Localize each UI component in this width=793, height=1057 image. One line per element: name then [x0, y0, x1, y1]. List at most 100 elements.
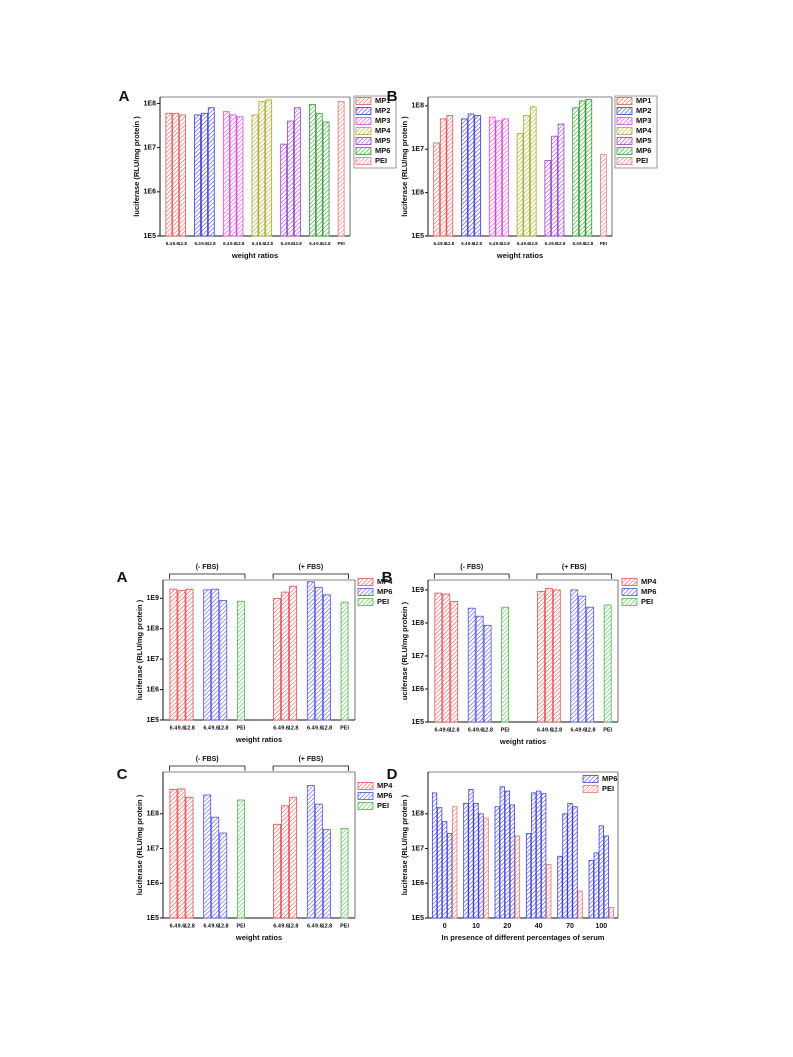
bar — [439, 118, 447, 237]
x-tick-label: 9.6 — [442, 727, 450, 733]
bar — [467, 113, 475, 237]
y-tick-label: 1E7 — [412, 845, 425, 852]
bar — [273, 823, 282, 919]
y-tick-label: 1E5 — [144, 233, 157, 240]
bar — [603, 835, 610, 919]
bar — [567, 802, 573, 919]
bar — [273, 597, 282, 721]
bar — [222, 111, 230, 237]
x-tick-label: 12.8 — [218, 923, 229, 929]
bar — [185, 588, 194, 721]
legend-label: MP5 — [636, 136, 651, 145]
x-tick-label: 6.4 — [307, 725, 316, 731]
bar — [600, 154, 607, 237]
bar — [236, 799, 245, 919]
bar — [557, 855, 563, 919]
x-tick-label: PEI — [340, 923, 349, 929]
x-tick-label: 12.8 — [236, 241, 245, 246]
legend-swatch — [616, 157, 633, 165]
bar — [541, 793, 547, 919]
legend-swatch — [357, 792, 374, 800]
x-tick-label: 9.6 — [211, 923, 219, 929]
bar — [501, 606, 510, 723]
bar — [306, 581, 315, 721]
x-tick-label: 9.6 — [315, 923, 323, 929]
bar — [442, 821, 448, 919]
legend-swatch — [616, 117, 633, 125]
y-tick-label: 1E5 — [412, 233, 425, 240]
panel-label: C — [117, 766, 128, 783]
x-tick-label: 70 — [566, 923, 574, 930]
x-tick-label: 6.4 — [570, 727, 579, 733]
x-tick-label: 12.8 — [322, 923, 333, 929]
x-tick-label: PEI — [337, 241, 344, 246]
bar — [207, 107, 215, 237]
legend-swatch — [355, 97, 372, 105]
x-tick-label: 12.8 — [207, 241, 216, 246]
x-tick-label: 12.8 — [184, 725, 195, 731]
bar — [322, 594, 331, 721]
x-tick-label: 6.4 — [545, 241, 552, 246]
x-tick-label: PEI — [603, 727, 612, 733]
bar — [436, 807, 443, 919]
y-axis-label: luciferase (RLU/mg protein ) — [135, 599, 144, 700]
x-tick-label: PEI — [236, 725, 245, 731]
bar — [578, 100, 586, 237]
bar — [280, 143, 288, 237]
x-tick-label: 12.8 — [445, 241, 454, 246]
bar — [475, 615, 484, 723]
legend-swatch — [616, 147, 633, 155]
bar — [536, 591, 545, 723]
legend-swatch — [355, 137, 372, 145]
bar — [523, 115, 530, 237]
bar — [314, 586, 323, 721]
group-bracket — [272, 573, 349, 579]
bar — [494, 806, 500, 919]
bar — [289, 585, 298, 721]
legend-label: MP6 — [641, 587, 656, 596]
x-axis-label: weight ratios — [235, 933, 282, 942]
legend-label: PEI — [641, 597, 653, 606]
bar — [211, 816, 220, 919]
legend-swatch — [582, 785, 599, 793]
legend-swatch — [582, 775, 599, 783]
x-tick-label: PEI — [501, 727, 510, 733]
legend-label: MP1 — [636, 96, 651, 105]
x-tick-label: PEI — [340, 725, 349, 731]
legend-label: MP6 — [636, 146, 651, 155]
x-tick-label: 12.8 — [482, 727, 493, 733]
y-tick-label: 1E7 — [412, 653, 425, 660]
y-tick-label: 1E7 — [147, 845, 160, 852]
x-axis-label: weight ratios — [499, 737, 546, 746]
y-tick-label: 1E8 — [144, 100, 157, 107]
legend-swatch — [621, 588, 638, 596]
legend-swatch — [616, 137, 633, 145]
legend-frame — [353, 95, 397, 169]
x-axis-label: weight ratios — [496, 251, 543, 260]
y-tick-label: 1E5 — [147, 915, 160, 922]
x-tick-label: 6.4 — [252, 241, 259, 246]
group-bracket — [169, 573, 246, 579]
y-tick-label: 1E7 — [412, 146, 425, 153]
legend-label: MP4 — [377, 577, 393, 586]
y-tick-label: 1E8 — [412, 620, 425, 627]
bar — [340, 828, 349, 919]
x-tick-label: 6.4 — [281, 241, 288, 246]
bar — [514, 835, 521, 919]
legend-swatch — [621, 578, 638, 586]
bar — [544, 588, 553, 723]
legend-label: MP6 — [375, 146, 390, 155]
x-tick-label: 12.8 — [218, 725, 229, 731]
x-tick-label: 9.6 — [287, 241, 294, 246]
legend-label: MP1 — [375, 96, 390, 105]
x-tick-label: 12.8 — [551, 727, 562, 733]
legend-label: PEI — [377, 801, 389, 810]
x-tick-label: 12.8 — [501, 241, 510, 246]
bar — [468, 789, 474, 919]
bar — [287, 120, 294, 237]
x-tick-label: 9.6 — [551, 241, 558, 246]
x-tick-label: 6.4 — [170, 725, 179, 731]
